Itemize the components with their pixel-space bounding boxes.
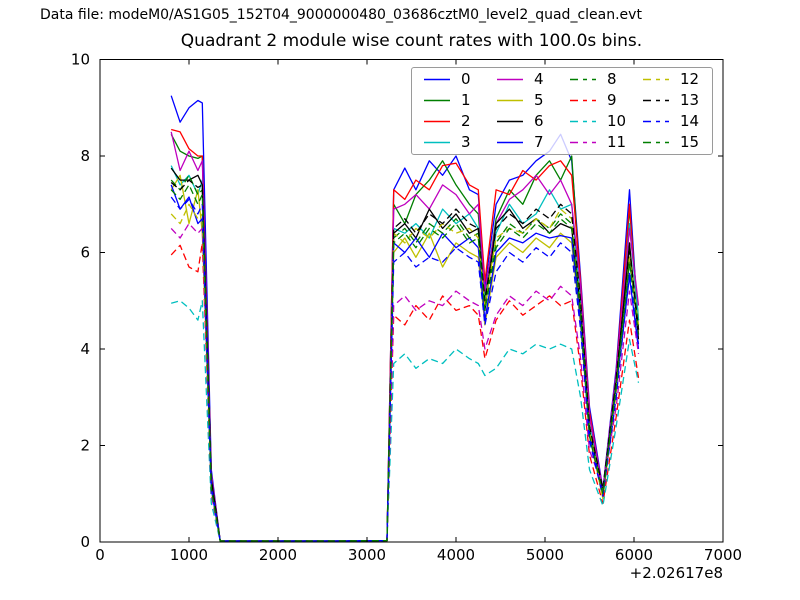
legend-line-swatch	[497, 99, 523, 102]
legend-line-swatch	[497, 141, 523, 144]
legend-line-swatch	[643, 120, 669, 123]
legend-item-6: 6	[489, 114, 562, 129]
series-line-5	[170, 174, 640, 542]
legend-item-8: 8	[562, 72, 635, 87]
legend-line-swatch	[424, 141, 450, 144]
legend-line-swatch	[643, 141, 669, 144]
legend-item-4: 4	[489, 72, 562, 87]
x-tick-label: 5000	[526, 546, 564, 564]
legend-line-swatch	[570, 120, 596, 123]
legend-label: 8	[607, 70, 617, 88]
legend-item-13: 13	[635, 93, 708, 108]
data-file-label: Data file: modeM0/AS1G05_152T04_90000004…	[40, 7, 642, 23]
legend-item-2: 2	[416, 114, 489, 129]
legend-line-swatch	[497, 120, 523, 123]
legend-label: 4	[534, 70, 544, 88]
series-line-13	[170, 179, 640, 542]
legend-label: 3	[461, 133, 471, 151]
series-line-12	[170, 203, 640, 542]
x-tick-label: 7000	[704, 546, 742, 564]
legend-item-10: 10	[562, 114, 635, 129]
legend-label: 14	[680, 112, 700, 130]
legend-line-swatch	[570, 99, 596, 102]
legend-label: 6	[534, 112, 544, 130]
axes-frame	[99, 59, 724, 543]
legend-label: 7	[534, 133, 544, 151]
legend-item-12: 12	[635, 72, 708, 87]
legend-item-9: 9	[562, 93, 635, 108]
x-tick-label: 3000	[348, 546, 386, 564]
legend-label: 15	[680, 133, 700, 151]
x-axis-offset-text: +2.02617e8	[630, 564, 723, 582]
legend-item-7: 7	[489, 135, 562, 150]
chart-title: Quadrant 2 module wise count rates with …	[180, 31, 643, 51]
legend-label: 2	[461, 112, 471, 130]
legend-item-3: 3	[416, 135, 489, 150]
legend-item-1: 1	[416, 93, 489, 108]
y-tick-label: 6	[80, 244, 90, 262]
x-tick-label: 4000	[437, 546, 475, 564]
series-line-8	[170, 174, 640, 542]
legend-label: 13	[680, 91, 700, 109]
legend-line-swatch	[570, 141, 596, 144]
legend-item-11: 11	[562, 135, 635, 150]
series-line-14	[170, 196, 640, 542]
series-line-10	[171, 300, 640, 542]
legend-line-swatch	[497, 78, 523, 81]
legend-label: 12	[680, 70, 700, 88]
y-tick-label: 10	[71, 51, 90, 69]
legend-line-swatch	[424, 99, 450, 102]
y-tick-label: 8	[80, 147, 90, 165]
series-line-9	[170, 242, 640, 542]
series-line-2	[171, 128, 640, 542]
legend-item-15: 15	[635, 135, 708, 150]
legend-line-swatch	[643, 99, 669, 102]
legend-label: 11	[607, 133, 627, 151]
legend-label: 9	[607, 91, 617, 109]
legend-line-swatch	[424, 120, 450, 123]
legend-item-5: 5	[489, 93, 562, 108]
x-tick-label: 0	[95, 546, 105, 564]
legend-label: 1	[461, 91, 471, 109]
series-line-4	[170, 131, 640, 542]
legend-item-0: 0	[416, 72, 489, 87]
x-tick-label: 6000	[615, 546, 653, 564]
y-tick-label: 4	[80, 340, 90, 358]
legend-line-swatch	[570, 78, 596, 81]
series-line-11	[170, 222, 640, 542]
series-line-15	[170, 184, 640, 542]
y-tick-label: 2	[80, 437, 90, 455]
x-tick-label: 1000	[170, 546, 208, 564]
legend-label: 0	[461, 70, 471, 88]
series-line-1	[170, 133, 640, 542]
legend-line-swatch	[424, 78, 450, 81]
legend: 0 1 2 3 4 5 6 7 8 9 10 11 12 13 14 15	[411, 67, 713, 155]
legend-line-swatch	[643, 78, 669, 81]
legend-item-14: 14	[635, 114, 708, 129]
legend-label: 10	[607, 112, 627, 130]
legend-label: 5	[534, 91, 544, 109]
x-tick-label: 2000	[259, 546, 297, 564]
y-tick-label: 0	[80, 533, 90, 551]
